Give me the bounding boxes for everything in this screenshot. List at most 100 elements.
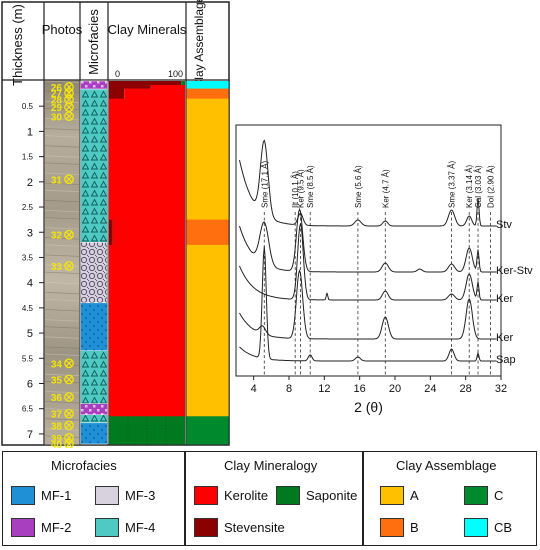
xrd-trace-label: Stv	[496, 219, 512, 231]
photo-sample-label: 39	[51, 434, 63, 445]
saponite-bar	[109, 416, 185, 445]
xrd-x-tick-label: 32	[495, 383, 507, 395]
photo-sample-marker-icon	[64, 261, 74, 271]
core-photo-streak	[44, 162, 80, 165]
core-photo-streak	[44, 319, 80, 322]
depth-tick-label: 6.5	[22, 405, 34, 414]
clay-axis-max: 100	[168, 69, 183, 79]
core-photo-streak	[44, 428, 80, 431]
legend-clay-assemblage: Clay Assemblage A C B CB	[363, 451, 537, 546]
b-label: B	[410, 520, 419, 535]
legend-item-c: C	[464, 486, 503, 505]
core-photo-streak	[44, 128, 80, 131]
depth-tick-label: 6	[27, 379, 33, 391]
legend-item-mf4: MF-4	[95, 518, 155, 537]
mf1-swatch	[11, 486, 35, 505]
stevensite-swatch	[194, 518, 218, 537]
core-photo-streak	[44, 309, 80, 312]
xrd-peak-label: Dol (2.90 Å)	[486, 165, 495, 208]
xrd-trace-label: Sap	[496, 354, 516, 366]
core-photo-streak	[44, 135, 80, 138]
kerolite-bar	[112, 219, 185, 246]
core-photo-streak	[44, 217, 80, 220]
depth-tick-label: 3	[27, 227, 33, 239]
core-photo-streak	[44, 291, 80, 295]
c-swatch	[464, 486, 488, 505]
photo-sample-marker-icon	[64, 111, 74, 122]
xrd-x-tick-label: 20	[389, 383, 401, 395]
core-photo-streak	[44, 155, 80, 158]
cb-label: CB	[494, 520, 513, 535]
depth-tick-label: 7	[27, 429, 33, 441]
legend-assemblage-title: Clay Assemblage	[396, 458, 497, 473]
core-photo-streak	[44, 401, 80, 404]
depth-tick-label: 4	[27, 278, 33, 290]
xrd-peak-label: Cal (3.03 Å)	[474, 165, 483, 208]
assemblage-interval-a	[186, 98, 229, 221]
photo-sample-cross	[65, 360, 73, 367]
saponite-bar	[181, 81, 185, 86]
stevensite-bar	[109, 219, 113, 246]
photo-sample-marker-icon	[64, 174, 74, 185]
photo-sample-cross	[65, 393, 73, 401]
core-photo-streak	[44, 100, 80, 104]
photo-sample-cross	[65, 96, 73, 103]
xrd-x-tick-label: 24	[424, 383, 436, 395]
core-photo-streak	[44, 107, 80, 111]
microfacies-interval-mf-4	[80, 414, 108, 424]
clay-axis-min: 0	[115, 69, 120, 79]
core-photo	[44, 80, 80, 445]
core-photo-streak	[44, 237, 80, 240]
kerolite-swatch	[194, 486, 218, 505]
photo-sample-label: 26	[51, 83, 63, 94]
photo-sample-marker-icon	[64, 433, 74, 443]
thickness-header: Thickness (m)	[10, 4, 25, 86]
core-photo-streak	[44, 254, 80, 257]
stevensite-label: Stevensite	[224, 520, 285, 535]
core-photo-streak	[44, 210, 80, 213]
photo-sample-marker-icon	[64, 420, 74, 431]
kerolite-bar	[124, 88, 185, 100]
photo-sample-label: 40	[51, 440, 63, 448]
legend-item-stevensite: Stevensite	[194, 518, 285, 537]
photo-sample-marker-icon	[64, 408, 74, 419]
core-photo-streak	[44, 418, 80, 421]
xrd-trace-ker	[239, 223, 497, 301]
xrd-peak-label: Sme (5.6 Å)	[354, 165, 363, 208]
stevensite-bar	[109, 81, 182, 86]
xrd-x-tick-label: 28	[460, 383, 472, 395]
photo-sample-label: 29	[51, 103, 63, 114]
mf4-swatch	[95, 518, 119, 537]
xrd-trace-stv	[239, 139, 497, 227]
core-photo-streak	[44, 281, 80, 285]
assemblage-interval-b	[186, 88, 229, 100]
core-photo-streak	[44, 380, 80, 384]
legend-item-mf2: MF-2	[11, 518, 71, 537]
photo-sample-label: 32	[51, 231, 63, 242]
a-swatch	[380, 486, 404, 505]
core-photo-streak	[44, 182, 80, 185]
microfacies-interval-mf-3	[80, 242, 108, 304]
photo-sample-label: 31	[51, 175, 63, 186]
core-photo-texture	[44, 80, 80, 438]
photo-sample-cross	[65, 231, 73, 238]
core-photo-streak	[44, 118, 80, 121]
xrd-x-tick-label: 12	[318, 383, 330, 395]
depth-tick-label: 5.5	[22, 354, 34, 363]
core-photo-streak	[44, 336, 80, 339]
photo-sample-cross	[65, 410, 73, 417]
b-swatch	[380, 518, 404, 537]
photo-sample-label: 30	[51, 112, 63, 123]
xrd-trace-label: Ker	[496, 293, 513, 305]
legend-item-kerolite: Kerolite	[194, 486, 268, 505]
kerolite-label: Kerolite	[224, 488, 269, 503]
microfacies-interval-mf-4	[80, 350, 108, 404]
photo-sample-label: 38	[51, 421, 63, 432]
photo-sample-cross	[65, 176, 73, 183]
photo-sample-cross	[65, 103, 73, 111]
photo-sample-marker-icon	[64, 82, 74, 92]
photo-sample-marker-icon	[64, 392, 74, 402]
core-photo-streak	[44, 346, 80, 349]
saponite-label: Saponite	[306, 488, 358, 503]
assemblage-interval-c	[186, 416, 229, 445]
